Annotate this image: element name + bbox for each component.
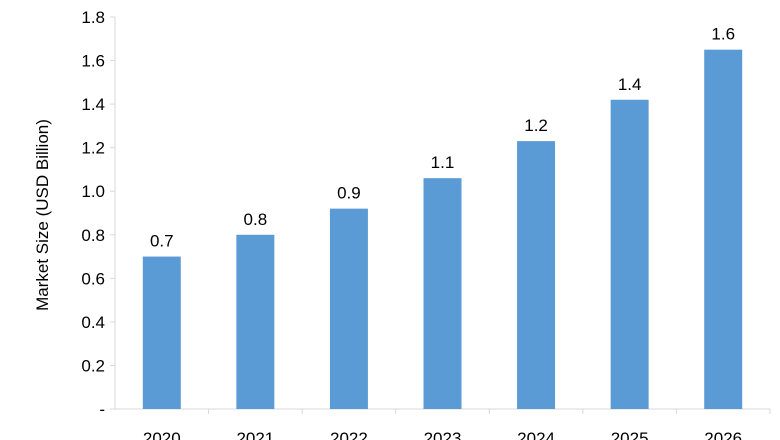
y-tick-label: 0.4 bbox=[81, 313, 105, 332]
x-tick-label-2022: 2022 bbox=[330, 429, 368, 440]
y-tick-label: - bbox=[99, 400, 105, 419]
bar-2023 bbox=[423, 178, 462, 409]
bar-2021 bbox=[236, 234, 275, 409]
x-tick-label-2020: 2020 bbox=[143, 429, 181, 440]
y-tick-label: 1.4 bbox=[81, 95, 105, 114]
data-label-2020: 0.7 bbox=[150, 232, 174, 251]
data-label-2022: 0.9 bbox=[337, 184, 361, 203]
y-axis: - 0.2 0.4 0.6 0.8 1.0 1.2 1.4 1.6 1.8 bbox=[81, 8, 116, 419]
y-tick-label: 1.2 bbox=[81, 139, 105, 158]
y-tick-label: 0.8 bbox=[81, 226, 105, 245]
y-tick-label: 0.2 bbox=[81, 356, 105, 375]
data-label-2025: 1.4 bbox=[618, 75, 642, 94]
y-tick-label: 0.6 bbox=[81, 269, 105, 288]
x-tick-label-2024: 2024 bbox=[517, 429, 555, 440]
data-labels-group: 0.7 0.8 0.9 1.1 1.2 1.4 1.6 bbox=[150, 25, 735, 251]
bar-2024 bbox=[517, 141, 556, 409]
data-label-2021: 0.8 bbox=[244, 210, 268, 229]
bar-2026 bbox=[704, 49, 743, 410]
bar-2022 bbox=[329, 208, 368, 409]
y-axis-title: Market Size (USD Billion) bbox=[33, 119, 52, 311]
data-label-2023: 1.1 bbox=[431, 153, 455, 172]
data-label-2024: 1.2 bbox=[524, 116, 548, 135]
x-tick-label-2026: 2026 bbox=[704, 429, 742, 440]
x-tick-label-2025: 2025 bbox=[611, 429, 649, 440]
y-tick-label: 1.6 bbox=[81, 52, 105, 71]
x-tick-label-2023: 2023 bbox=[424, 429, 462, 440]
x-tick-label-2021: 2021 bbox=[236, 429, 274, 440]
bars-group bbox=[142, 49, 743, 410]
y-axis-title-group: Market Size (USD Billion) bbox=[33, 119, 52, 311]
y-tick-label: 1.0 bbox=[81, 182, 105, 201]
x-axis: 2020 2021 2022 2023 2024 2025 2026 bbox=[115, 408, 771, 440]
y-tick-label: 1.8 bbox=[81, 8, 105, 27]
bar-2025 bbox=[610, 99, 649, 409]
bar-2020 bbox=[142, 256, 181, 409]
data-label-2026: 1.6 bbox=[711, 25, 735, 44]
